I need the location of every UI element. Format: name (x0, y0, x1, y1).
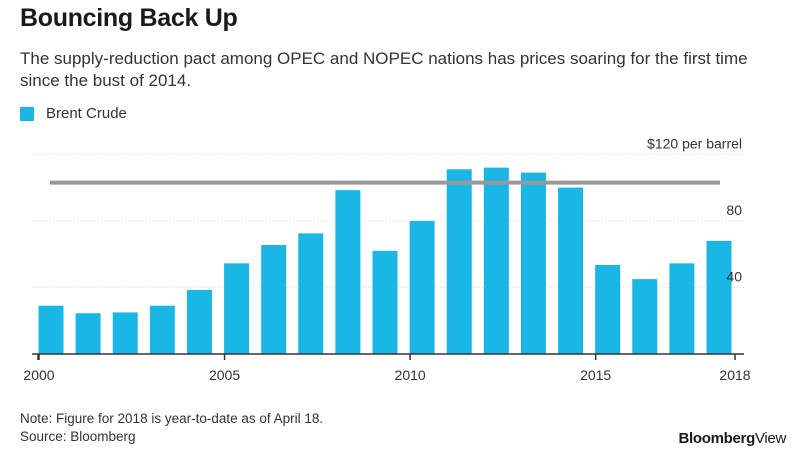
bar-2013 (520, 172, 546, 354)
note-text: Note: Figure for 2018 is year-to-date as… (20, 411, 324, 426)
y-tick-label: 80 (726, 202, 742, 218)
chart-subtitle: The supply-reduction pact among OPEC and… (20, 49, 748, 90)
brand-logo: BloombergView (678, 430, 786, 447)
bar-2004 (186, 289, 212, 354)
x-tick-label: 2015 (580, 367, 611, 383)
y-tick-label: $120 per barrel (647, 135, 742, 151)
bar-2017 (669, 263, 695, 354)
source-text: Source: Bloomberg (20, 429, 136, 444)
bar-2008 (335, 190, 361, 354)
brand-light: View (754, 430, 786, 447)
bar-2003 (149, 305, 175, 354)
bar-2018 (706, 240, 732, 354)
x-tick-label: 2005 (209, 367, 240, 383)
x-tick-label: 2018 (719, 367, 750, 383)
footnote: Note: Figure for 2018 is year-to-date as… (20, 410, 323, 446)
x-tick-label: 2010 (395, 367, 426, 383)
bar-2005 (224, 263, 250, 354)
x-tick-label: 2000 (23, 367, 54, 383)
legend: Brent Crude (20, 105, 127, 122)
bar-2015 (595, 264, 621, 354)
brand-bold: Bloomberg (678, 430, 755, 447)
bar-2006 (261, 245, 287, 354)
chart-title: Bouncing Back Up (20, 4, 238, 32)
bar-2007 (298, 233, 324, 354)
bar-2001 (75, 313, 101, 354)
legend-label: Brent Crude (46, 105, 127, 122)
bar-2002 (112, 312, 138, 354)
legend-swatch (20, 106, 34, 121)
y-tick-label: 40 (726, 268, 742, 284)
bar-2010 (409, 220, 435, 354)
bar-2016 (632, 279, 658, 354)
bar-2000 (38, 305, 64, 354)
bar-2012 (483, 167, 509, 354)
bar-2014 (558, 187, 584, 354)
bar-2009 (372, 250, 398, 354)
bar-2011 (446, 169, 472, 354)
